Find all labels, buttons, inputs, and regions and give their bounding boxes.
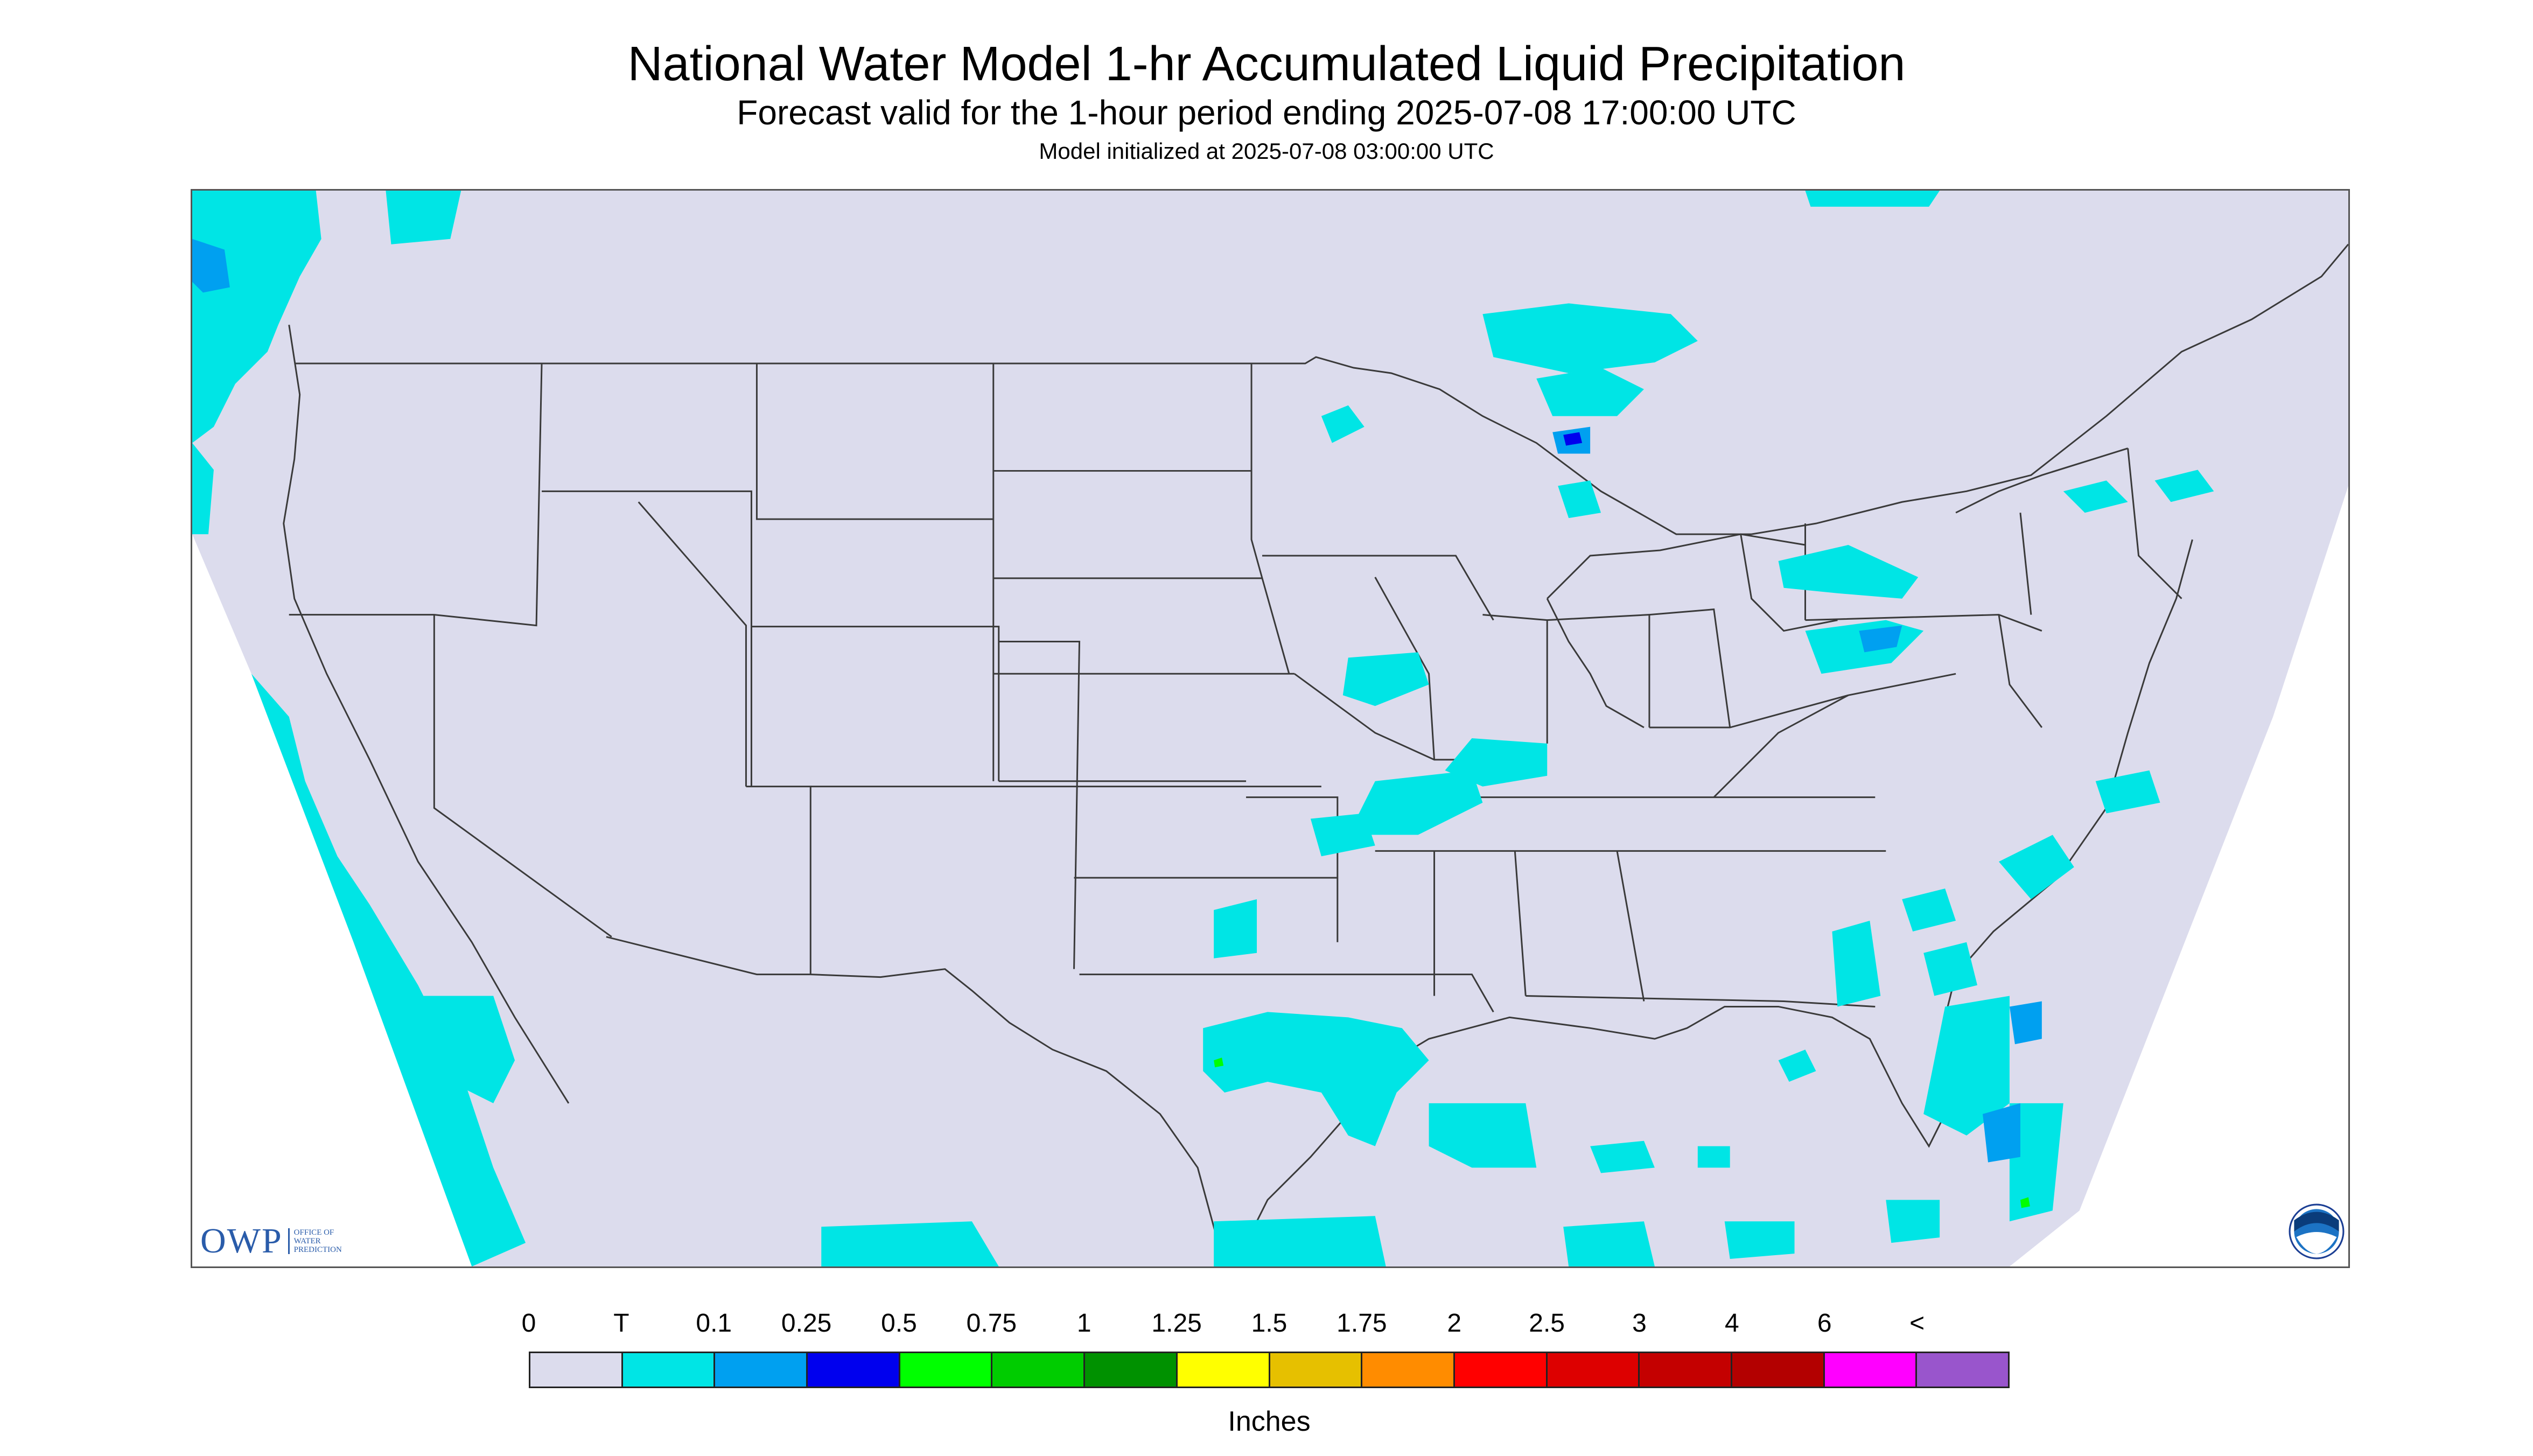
legend-tick-label: 2.5: [1529, 1309, 1565, 1338]
precip-regions-heavier: [192, 239, 2042, 1163]
precip-map: [191, 189, 2350, 1268]
legend-tick-label: 0.25: [781, 1309, 832, 1338]
map-canvas: [192, 191, 2348, 1266]
legend-swatch: [1917, 1353, 2008, 1387]
legend-swatch: [530, 1353, 623, 1387]
noaa-seal-icon: [2289, 1203, 2345, 1259]
legend-swatch: [992, 1353, 1086, 1387]
color-legend: 0 T 0.1 0.25 0.5 0.75 1 1.25 1.5 1.75 2 2.5 3 4 6 < Inch…: [522, 1298, 2010, 1438]
legend-swatch: [1824, 1353, 1918, 1387]
legend-swatch: [1732, 1353, 1825, 1387]
legend-tick-label: 0.5: [881, 1309, 917, 1338]
legend-swatch: [1177, 1353, 1270, 1387]
legend-tick-label: 1: [1076, 1309, 1091, 1338]
legend-swatch: [1547, 1353, 1640, 1387]
legend-swatch: [808, 1353, 900, 1387]
precip-regions-intense: [1214, 1058, 2030, 1208]
legend-swatch: [1362, 1353, 1455, 1387]
model-domain: [192, 191, 2348, 1266]
legend-tick-label: 1.5: [1251, 1309, 1288, 1338]
precip-regions: [192, 191, 2214, 1266]
legend-swatch: [1270, 1353, 1363, 1387]
legend-tick-label: 0.1: [696, 1309, 732, 1338]
legend-tick-label: 0.75: [966, 1309, 1017, 1338]
legend-swatch: [1085, 1353, 1178, 1387]
legend-units-label: Inches: [1228, 1406, 1311, 1437]
legend-swatch: [1454, 1353, 1548, 1387]
legend-tick-label: 1.25: [1151, 1309, 1202, 1338]
legend-color-bar: [529, 1352, 2010, 1388]
model-init-line: Model initialized at 2025-07-08 03:00:00…: [1039, 138, 1494, 164]
legend-tick-label: 1.75: [1337, 1309, 1387, 1338]
owp-logo: OWP OFFICE OF WATER PREDICTION: [200, 1221, 359, 1261]
state-boundaries: [283, 243, 2348, 1266]
legend-tick-label: <: [1909, 1309, 1925, 1338]
legend-swatch: [1640, 1353, 1732, 1387]
precip-regions-heavy: [1563, 432, 1583, 446]
legend-tick-label: 2: [1447, 1309, 1462, 1338]
legend-swatch: [900, 1353, 993, 1387]
map-subtitle: Forecast valid for the 1-hour period end…: [737, 93, 1796, 132]
legend-tick-label: 6: [1817, 1309, 1832, 1338]
map-title: National Water Model 1-hr Accumulated Li…: [627, 37, 1906, 91]
legend-tick-label: 4: [1725, 1309, 1739, 1338]
legend-tick-label: 0: [521, 1309, 536, 1338]
legend-swatch: [622, 1353, 716, 1387]
legend-tick-label: T: [613, 1309, 629, 1338]
legend-tick-label: 3: [1632, 1309, 1647, 1338]
legend-swatch: [715, 1353, 808, 1387]
